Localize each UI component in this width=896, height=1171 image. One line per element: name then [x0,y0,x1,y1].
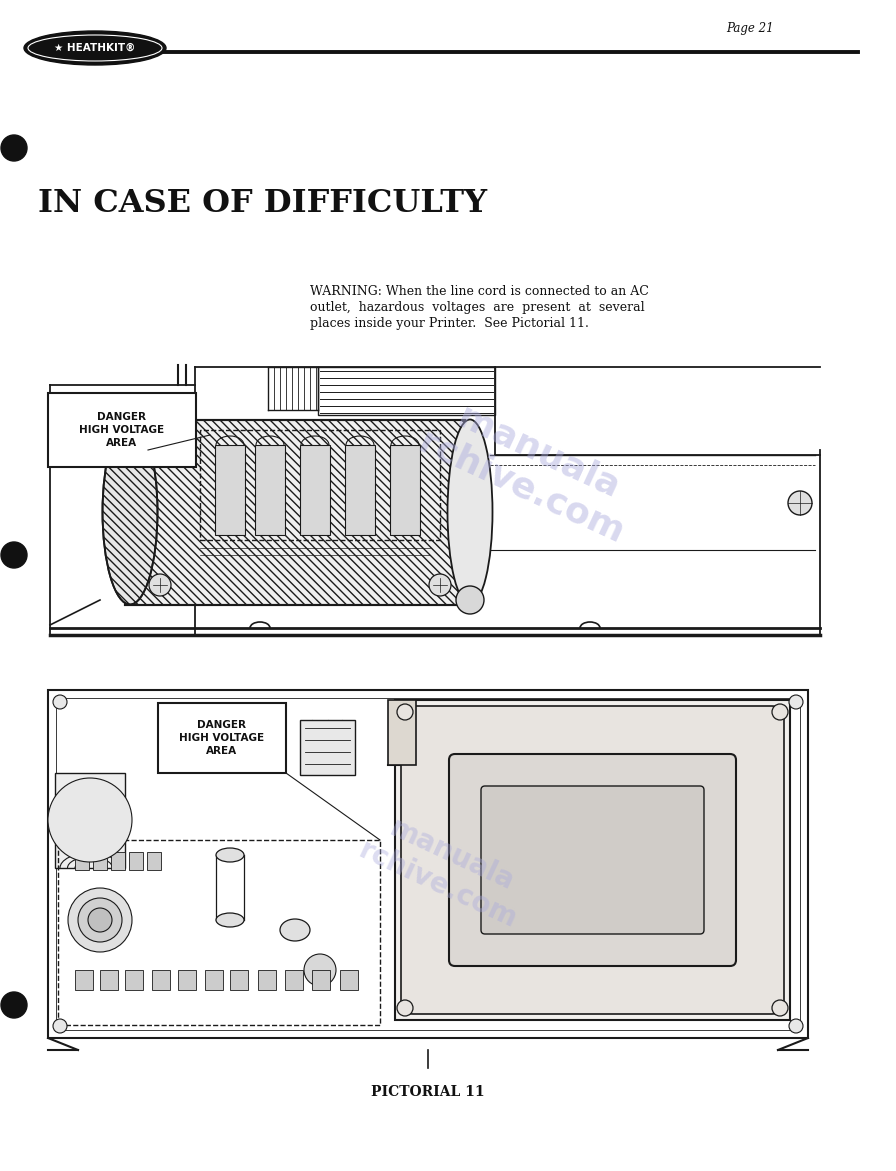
Circle shape [48,778,132,862]
Bar [125,970,143,989]
Circle shape [149,574,171,596]
Text: manuala
rchive.com: manuala rchive.com [414,390,646,550]
Bar [230,970,248,989]
Bar [255,445,285,535]
Bar [300,720,355,775]
Circle shape [72,802,108,838]
FancyBboxPatch shape [449,754,736,966]
Circle shape [772,1000,788,1016]
Bar [75,970,93,989]
Bar [312,970,330,989]
Bar [125,420,465,605]
Circle shape [53,1019,67,1033]
Bar [75,852,89,870]
Bar [125,420,465,605]
FancyBboxPatch shape [401,706,784,1014]
Bar [388,700,416,765]
Bar [56,698,800,1030]
Bar [215,445,245,535]
Bar [147,852,161,870]
Ellipse shape [216,913,244,927]
Text: DANGER
HIGH VOLTAGE
AREA: DANGER HIGH VOLTAGE AREA [80,412,165,448]
Ellipse shape [280,919,310,941]
Text: PICTORIAL 11: PICTORIAL 11 [371,1086,485,1100]
Circle shape [429,574,451,596]
Circle shape [1,992,27,1018]
Text: DANGER
HIGH VOLTAGE
AREA: DANGER HIGH VOLTAGE AREA [179,720,264,756]
Circle shape [1,135,27,160]
Bar [390,445,420,535]
Circle shape [397,704,413,720]
Circle shape [82,812,98,828]
Bar [158,703,286,773]
Circle shape [789,1019,803,1033]
Text: outlet,  hazardous  voltages  are  present  at  several: outlet, hazardous voltages are present a… [310,301,644,314]
Bar [111,852,125,870]
Bar [48,690,808,1038]
Bar [340,970,358,989]
Circle shape [789,696,803,708]
Text: places inside your Printer.  See Pictorial 11.: places inside your Printer. See Pictoria… [310,317,589,330]
Text: WARNING: When the line cord is connected to an AC: WARNING: When the line cord is connected… [310,285,649,297]
Bar [48,393,196,467]
Circle shape [68,888,132,952]
Text: IN CASE OF DIFFICULTY: IN CASE OF DIFFICULTY [38,189,487,219]
Text: manuala
rchive.com: manuala rchive.com [355,807,536,933]
Bar [395,700,790,1020]
Text: Page 21: Page 21 [726,22,773,35]
Circle shape [788,491,812,515]
Bar [100,970,118,989]
Ellipse shape [216,848,244,862]
Bar [178,970,196,989]
Bar [285,970,303,989]
Circle shape [1,542,27,568]
Circle shape [772,704,788,720]
Bar [258,970,276,989]
Circle shape [60,790,120,850]
FancyBboxPatch shape [481,786,704,934]
Bar [58,840,380,1025]
Bar [200,430,440,540]
Ellipse shape [102,419,158,604]
Circle shape [88,908,112,932]
Bar [55,773,125,868]
Bar [93,852,107,870]
Circle shape [53,696,67,708]
Bar [318,367,495,415]
Bar [205,970,223,989]
Circle shape [397,1000,413,1016]
Bar [300,445,330,535]
Bar [129,852,143,870]
Circle shape [304,954,336,986]
Ellipse shape [447,419,493,604]
Text: ★ HEATHKIT®: ★ HEATHKIT® [55,43,135,53]
Bar [152,970,170,989]
Bar [345,445,375,535]
Ellipse shape [24,30,166,66]
Circle shape [456,586,484,614]
Circle shape [78,898,122,941]
